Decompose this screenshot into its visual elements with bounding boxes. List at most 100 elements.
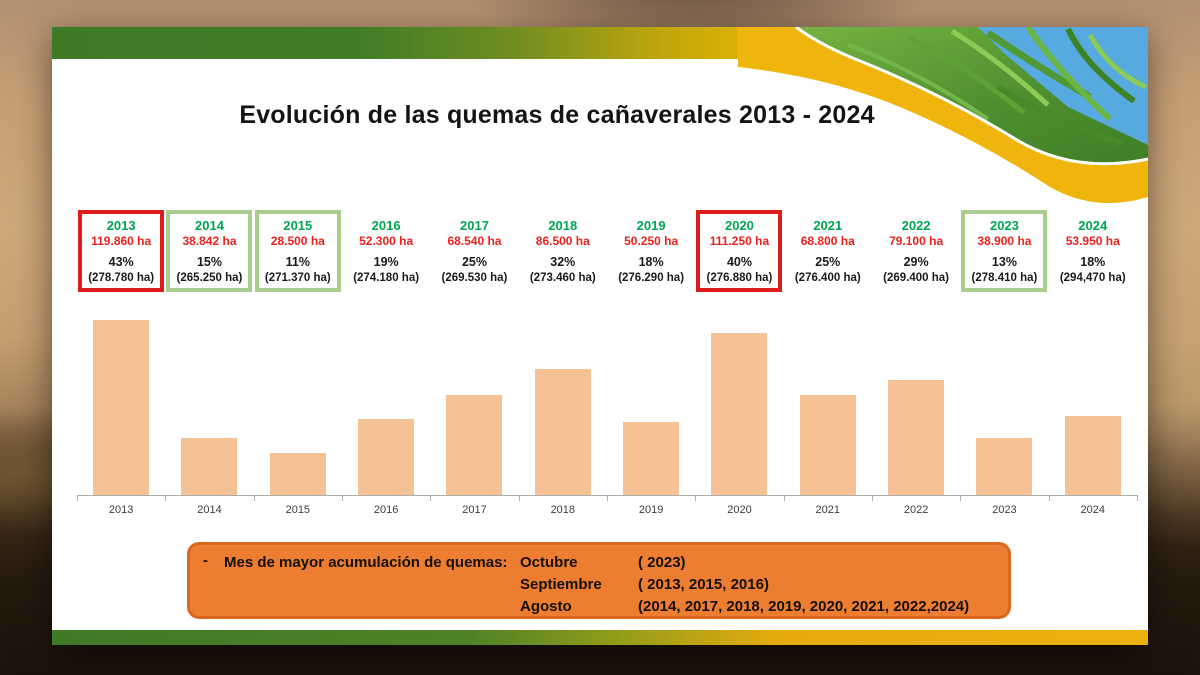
burned-area-value-2013: 119.860 ha xyxy=(91,233,152,248)
bar-slot-2015 xyxy=(254,453,342,495)
axis-tick xyxy=(518,495,520,501)
year-label-2014: 2014 xyxy=(195,218,224,233)
x-axis-label-2016: 2016 xyxy=(373,504,399,516)
axis-tick xyxy=(342,495,343,501)
year-label-2020: 2020 xyxy=(724,218,754,233)
bar-slot-2020 xyxy=(695,333,783,495)
year-annotation-cell-2021: 2021 68.800 ha 25% (276.400 ha) xyxy=(784,210,872,292)
x-axis-label-2015: 2015 xyxy=(285,504,311,516)
x-axis-label-2018: 2018 xyxy=(550,504,576,516)
x-axis-label-2013: 2013 xyxy=(108,504,134,516)
year-annotation-cell-2018: 2018 86.500 ha 32% (273.460 ha) xyxy=(519,210,607,292)
sugarcane-photo-decoration xyxy=(738,27,1148,204)
bar-chart: 2013 2014 2015 2016 2017 2018 2019 2020 2021 2022… xyxy=(77,316,1138,516)
bottom-green-yellow-band xyxy=(52,630,1148,645)
x-axis-label-2024: 2024 xyxy=(1080,504,1106,516)
year-label-2013: 2013 xyxy=(106,218,136,233)
sugarcane-photo xyxy=(796,27,1148,164)
year-annotation-cell-2014: 2014 38.842 ha 15% (265.250 ha) xyxy=(165,210,253,292)
note-label: Mes de mayor acumulación de quemas: xyxy=(224,554,508,571)
note-month-agosto: Agosto xyxy=(520,598,572,615)
chart-plot-area xyxy=(77,316,1137,495)
percent-of-total-2018: 32% xyxy=(550,255,576,270)
x-axis-label-2021: 2021 xyxy=(815,504,841,516)
year-annotation-row: 2013 119.860 ha 43% (278.780 ha) 2014 38.842 … xyxy=(77,210,1137,292)
note-years-for-agosto: (2014, 2017, 2018, 2019, 2020, 2021, 202… xyxy=(638,598,970,615)
year-annotation-cell-2020: 2020 111.250 ha 40% (276.880 ha) xyxy=(695,210,783,292)
burned-area-value-2019: 50.250 ha xyxy=(624,233,679,248)
year-annotation-cell-2013: 2013 119.860 ha 43% (278.780 ha) xyxy=(77,210,165,292)
presentation-slide: Evolución de las quemas de cañaverales 2… xyxy=(52,27,1148,645)
bar-2019 xyxy=(623,422,680,495)
year-stats-2018: 2018 86.500 ha 32% (273.460 ha) xyxy=(519,210,606,292)
slide-title: Evolución de las quemas de cañaverales 2… xyxy=(239,101,875,129)
year-stats-2019: 2019 50.250 ha 18% (276.290 ha) xyxy=(608,210,695,292)
year-annotation-cell-2022: 2022 79.100 ha 29% (269.400 ha) xyxy=(872,210,960,292)
percent-of-total-2015: 11% xyxy=(285,255,310,270)
bar-slot-2019 xyxy=(607,422,695,495)
x-axis-label-2019: 2019 xyxy=(638,504,664,516)
bar-2024 xyxy=(1064,416,1121,495)
year-annotation-cell-2024: 2024 53.950 ha 18% (294,470 ha) xyxy=(1049,210,1137,292)
axis-tick xyxy=(77,495,78,501)
percent-of-total-2020: 40% xyxy=(726,255,752,270)
year-annotation-cell-2017: 2017 68.540 ha 25% (269.530 ha) xyxy=(430,210,518,292)
bar-2018 xyxy=(534,369,591,495)
axis-tick xyxy=(430,495,432,501)
burned-area-value-2020: 111.250 ha xyxy=(709,233,770,248)
percent-of-total-2016: 19% xyxy=(373,255,399,270)
burned-area-value-2018: 86.500 ha xyxy=(535,233,590,248)
percent-of-total-2024: 18% xyxy=(1080,255,1106,270)
bar-slot-2018 xyxy=(519,369,607,495)
bar-slot-2024 xyxy=(1049,416,1137,495)
year-label-2021: 2021 xyxy=(813,218,843,233)
percent-of-total-2013: 43% xyxy=(108,255,134,270)
percent-of-total-2023: 13% xyxy=(991,255,1017,270)
x-axis-label-2020: 2020 xyxy=(727,504,752,516)
note-box: - Mes de mayor acumulación de quemas: Oct… xyxy=(187,542,1011,619)
total-area-value-2015: (271.370 ha) xyxy=(264,271,331,284)
x-axis-line xyxy=(77,495,1138,501)
total-area-value-2019: (276.290 ha) xyxy=(618,271,685,284)
year-label-2022: 2022 xyxy=(901,218,931,233)
bar-slot-2013 xyxy=(77,320,165,495)
note-years-for-septiembre: ( 2013, 2015, 2016) xyxy=(638,576,769,593)
burned-area-value-2023: 38.900 ha xyxy=(977,233,1032,248)
axis-tick xyxy=(695,495,697,501)
bar-slot-2023 xyxy=(960,438,1048,495)
note-label-spacer xyxy=(224,574,520,596)
year-annotation-cell-2015: 2015 28.500 ha 11% (271.370 ha) xyxy=(254,210,342,292)
year-stats-2023-highlight-green: 2023 38.900 ha 13% (278.410 ha) xyxy=(961,210,1048,292)
year-label-2015: 2015 xyxy=(283,218,313,233)
bar-2014 xyxy=(181,438,238,495)
total-area-value-2023: (278.410 ha) xyxy=(971,271,1038,284)
percent-of-total-2017: 25% xyxy=(461,255,487,270)
bar-slot-2014 xyxy=(165,438,253,495)
x-axis-label-2014: 2014 xyxy=(197,504,222,516)
bar-slot-2016 xyxy=(342,419,430,495)
year-annotation-cell-2016: 2016 52.300 ha 19% (274.180 ha) xyxy=(342,210,430,292)
bar-2023 xyxy=(976,438,1033,495)
x-axis-label-2017: 2017 xyxy=(462,504,487,516)
bar-2020 xyxy=(711,333,768,495)
bar-2017 xyxy=(446,395,503,495)
bar-2015 xyxy=(269,453,326,495)
year-label-2023: 2023 xyxy=(989,218,1019,233)
axis-tick xyxy=(872,495,873,501)
year-label-2018: 2018 xyxy=(548,218,578,233)
bar-slot-2017 xyxy=(430,395,518,495)
burned-area-value-2016: 52.300 ha xyxy=(359,233,414,248)
percent-of-total-2021: 25% xyxy=(815,255,841,270)
year-stats-2013-highlight-red: 2013 119.860 ha 43% (278.780 ha) xyxy=(78,210,165,292)
photo-white-edge xyxy=(795,27,1148,166)
axis-tick xyxy=(960,495,962,501)
year-stats-2015-highlight-green: 2015 28.500 ha 11% (271.370 ha) xyxy=(254,210,341,292)
note-grid: Mes de mayor acumulación de quemas: Octub… xyxy=(224,552,1000,618)
percent-of-total-2014: 15% xyxy=(196,255,222,270)
axis-tick xyxy=(165,495,167,501)
x-axis-labels: 2013 2014 2015 2016 2017 2018 2019 2020 2021 2022… xyxy=(77,504,1137,516)
note-label-spacer xyxy=(224,596,520,618)
total-area-value-2022: (269.400 ha) xyxy=(883,271,950,284)
note-bullet: - xyxy=(203,552,208,569)
total-area-value-2018: (273.460 ha) xyxy=(529,271,596,284)
